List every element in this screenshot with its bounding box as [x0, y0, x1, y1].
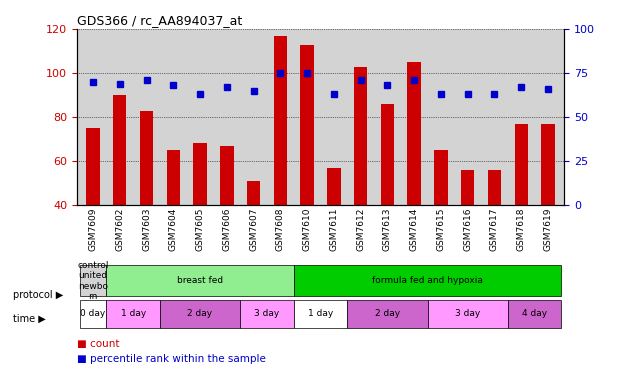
Text: 1 day: 1 day [308, 309, 333, 318]
Bar [194, 143, 207, 205]
Text: breast fed: breast fed [177, 276, 223, 285]
Text: 2 day: 2 day [375, 309, 400, 318]
Bar [167, 150, 180, 205]
Bar [327, 168, 340, 205]
Text: 2 day: 2 day [187, 309, 213, 318]
Text: 4 day: 4 day [522, 309, 547, 318]
Text: 0 day: 0 day [80, 309, 106, 318]
Bar [542, 124, 554, 205]
Text: GDS366 / rc_AA894037_at: GDS366 / rc_AA894037_at [77, 14, 242, 27]
Bar [461, 170, 474, 205]
Bar [434, 150, 447, 205]
Text: protocol ▶: protocol ▶ [13, 290, 63, 300]
Bar [113, 95, 126, 205]
Text: ■ count: ■ count [77, 339, 119, 349]
Text: ■ percentile rank within the sample: ■ percentile rank within the sample [77, 354, 266, 364]
Bar [408, 62, 421, 205]
Bar [301, 45, 314, 205]
Bar [87, 128, 99, 205]
Text: time ▶: time ▶ [13, 313, 46, 324]
Bar [140, 111, 153, 205]
Text: formula fed and hypoxia: formula fed and hypoxia [372, 276, 483, 285]
Text: control
united
newbo
rn: control united newbo rn [77, 261, 109, 301]
Bar [381, 104, 394, 205]
Bar [488, 170, 501, 205]
Text: 1 day: 1 day [121, 309, 146, 318]
Bar [354, 67, 367, 205]
Bar [247, 181, 260, 205]
Bar [220, 146, 233, 205]
Text: 3 day: 3 day [455, 309, 480, 318]
Text: 3 day: 3 day [254, 309, 279, 318]
Bar [515, 124, 528, 205]
Bar [274, 36, 287, 205]
